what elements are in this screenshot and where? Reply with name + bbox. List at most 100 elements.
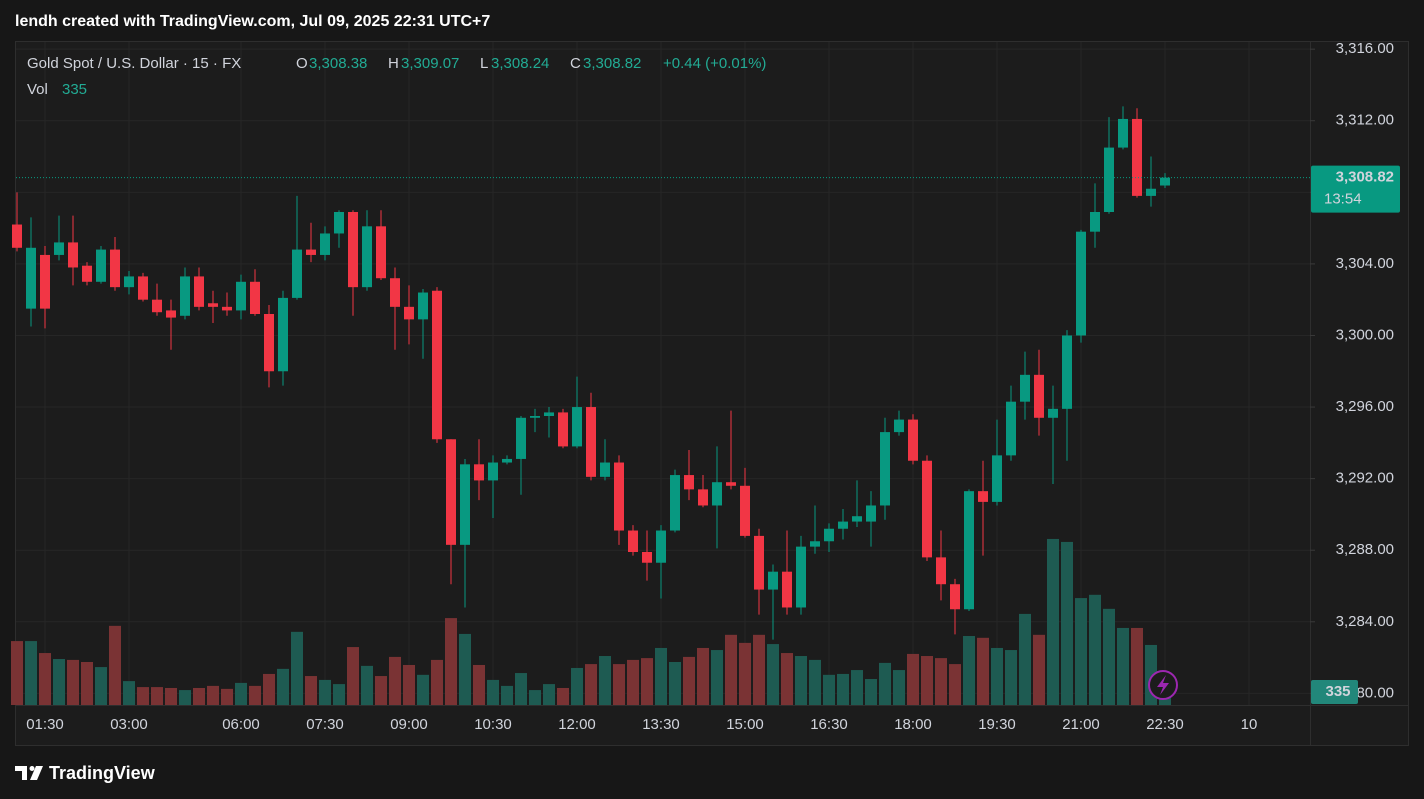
credit: lendh created with TradingView.com, Jul … bbox=[15, 13, 490, 30]
candle-body bbox=[950, 584, 960, 610]
readout-value: 3,308.24 bbox=[491, 55, 549, 72]
candle-body bbox=[572, 407, 582, 447]
candle-body bbox=[922, 460, 932, 558]
volume-bar bbox=[95, 667, 107, 705]
candle-body bbox=[264, 314, 274, 372]
volume-bar bbox=[935, 658, 947, 705]
volume-bar bbox=[977, 637, 989, 705]
candle-body bbox=[782, 571, 792, 608]
volume-label-box bbox=[1311, 680, 1358, 704]
volume-bar bbox=[557, 687, 569, 705]
volume-bar bbox=[235, 682, 247, 705]
volume-bar bbox=[795, 656, 807, 705]
volume-bar bbox=[781, 653, 793, 705]
y-tick-label: 3,288.00 bbox=[1336, 541, 1394, 558]
candle-body bbox=[726, 482, 736, 486]
candle-body bbox=[1118, 118, 1128, 148]
x-tick-label: 12:00 bbox=[558, 716, 596, 733]
volume-bar bbox=[403, 664, 415, 705]
candle-body bbox=[1020, 374, 1030, 402]
candle-body bbox=[978, 491, 988, 502]
candle-body bbox=[908, 419, 918, 461]
x-tick-label: 13:30 bbox=[642, 716, 680, 733]
candle-body bbox=[320, 233, 330, 255]
brand: TradingView bbox=[49, 763, 156, 783]
volume-bar bbox=[711, 650, 723, 705]
candle-body bbox=[250, 281, 260, 314]
countdown: 13:54 bbox=[1324, 191, 1362, 208]
volume-bar bbox=[921, 656, 933, 705]
candle-body bbox=[712, 482, 722, 506]
x-tick-label: 15:00 bbox=[726, 716, 764, 733]
candle-body bbox=[656, 530, 666, 563]
candle-body bbox=[376, 226, 386, 279]
volume-bar bbox=[1019, 613, 1031, 705]
volume-bar bbox=[81, 661, 93, 705]
candle-body bbox=[138, 276, 148, 300]
volume-bar bbox=[1159, 694, 1171, 705]
candle-body bbox=[194, 276, 204, 307]
candle-body bbox=[936, 557, 946, 585]
candle-body bbox=[40, 254, 50, 309]
brand-logo bbox=[15, 766, 43, 780]
candle-body bbox=[1104, 147, 1114, 212]
volume-bar bbox=[809, 659, 821, 705]
candle-body bbox=[446, 439, 456, 545]
candle-body bbox=[740, 485, 750, 536]
x-tick-label: 01:30 bbox=[26, 716, 64, 733]
volume-bar bbox=[1089, 594, 1101, 705]
chart-frame bbox=[15, 41, 1409, 746]
candle-body bbox=[628, 530, 638, 552]
candle-body bbox=[236, 281, 246, 311]
volume-bar bbox=[151, 687, 163, 705]
candle-body bbox=[1062, 335, 1072, 409]
volume-bar bbox=[627, 659, 639, 705]
candle-body bbox=[796, 546, 806, 608]
volume-bar bbox=[543, 684, 555, 705]
candle-body bbox=[1006, 401, 1016, 456]
candle-body bbox=[838, 521, 848, 529]
volume-readout: 335 bbox=[62, 81, 87, 98]
candle-body bbox=[1160, 177, 1170, 186]
volume-bar bbox=[529, 690, 541, 705]
candle-body bbox=[600, 462, 610, 477]
x-tick-label: 22:30 bbox=[1146, 716, 1184, 733]
candle-body bbox=[96, 249, 106, 282]
readout-value: 3,308.38 bbox=[309, 55, 367, 72]
candle-body bbox=[12, 224, 22, 248]
volume-bar bbox=[1117, 627, 1129, 705]
candle-body bbox=[544, 412, 554, 416]
volume-bar bbox=[1103, 608, 1115, 705]
volume-bar bbox=[179, 690, 191, 705]
y-tick-label: 3,300.00 bbox=[1336, 326, 1394, 343]
volume-bar bbox=[193, 687, 205, 705]
y-tick-label: 3,296.00 bbox=[1336, 398, 1394, 415]
x-tick-label: 19:30 bbox=[978, 716, 1016, 733]
volume-bar bbox=[319, 679, 331, 705]
candle-body bbox=[1076, 231, 1086, 336]
y-tick-label: 3,284.00 bbox=[1336, 613, 1394, 630]
volume-bar bbox=[683, 656, 695, 705]
readout-change: +0.44 (+0.01%) bbox=[663, 55, 766, 72]
volume-bar bbox=[487, 679, 499, 705]
candle-body bbox=[306, 249, 316, 255]
last-price-label: 3,308.82 bbox=[1336, 169, 1394, 186]
volume-bar bbox=[725, 634, 737, 705]
volume-bar bbox=[459, 633, 471, 705]
volume-bar bbox=[1047, 538, 1059, 705]
candle-body bbox=[684, 475, 694, 490]
x-tick-label: 10:30 bbox=[474, 716, 512, 733]
candle-body bbox=[1146, 188, 1156, 196]
volume-bar bbox=[585, 664, 597, 705]
candle-body bbox=[124, 276, 134, 288]
x-tick-label: 21:00 bbox=[1062, 716, 1100, 733]
candle-body bbox=[404, 306, 414, 320]
volume-bar bbox=[39, 653, 51, 705]
volume-bar bbox=[361, 665, 373, 705]
readout-key: O bbox=[296, 55, 308, 72]
x-tick-label: 06:00 bbox=[222, 716, 260, 733]
volume-bar bbox=[67, 659, 79, 705]
candle-body bbox=[26, 247, 36, 309]
volume-bar bbox=[417, 674, 429, 705]
